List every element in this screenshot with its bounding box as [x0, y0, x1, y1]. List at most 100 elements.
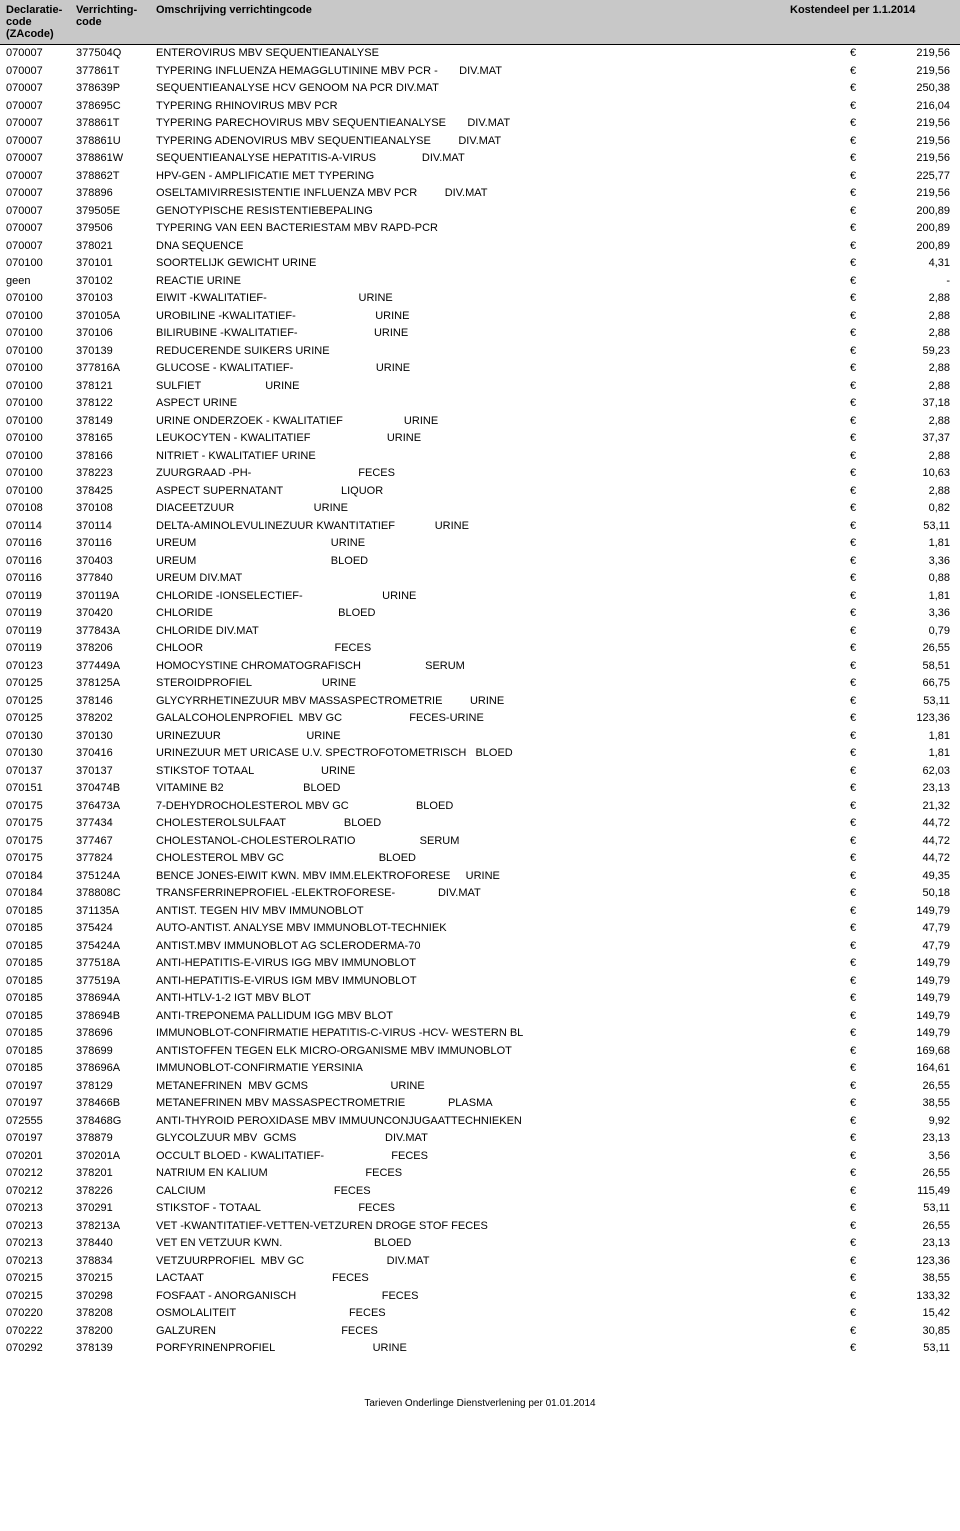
- cell-verrichting: 378021: [76, 238, 156, 256]
- cell-kosten: 219,56: [870, 133, 960, 151]
- cell-omschrijving: URINEZUUR URINE: [156, 728, 850, 746]
- table-row: 070137370137STIKSTOF TOTAAL URINE€62,03: [0, 763, 960, 781]
- cell-verrichting: 379505E: [76, 203, 156, 221]
- table-row: 070007379506TYPERING VAN EEN BACTERIESTA…: [0, 220, 960, 238]
- cell-omschrijving: CALCIUM FECES: [156, 1183, 850, 1201]
- cell-declaratie: 070100: [0, 395, 76, 413]
- cell-currency: €: [850, 1130, 870, 1148]
- cell-omschrijving: CHLOOR FECES: [156, 640, 850, 658]
- cell-kosten: 37,18: [870, 395, 960, 413]
- cell-declaratie: 070185: [0, 1008, 76, 1026]
- cell-declaratie: 070215: [0, 1288, 76, 1306]
- cell-currency: €: [850, 798, 870, 816]
- cell-currency: €: [850, 115, 870, 133]
- cell-currency: €: [850, 763, 870, 781]
- cell-omschrijving: GLUCOSE - KWALITATIEF- URINE: [156, 360, 850, 378]
- cell-kosten: 1,81: [870, 588, 960, 606]
- cell-verrichting: 370108: [76, 500, 156, 518]
- cell-omschrijving: TYPERING PARECHOVIRUS MBV SEQUENTIEANALY…: [156, 115, 850, 133]
- cell-verrichting: 377843A: [76, 623, 156, 641]
- table-row: 072555378468GANTI-THYROID PEROXIDASE MBV…: [0, 1113, 960, 1131]
- cell-declaratie: 070222: [0, 1323, 76, 1341]
- cell-omschrijving: TYPERING ADENOVIRUS MBV SEQUENTIEANALYSE…: [156, 133, 850, 151]
- cell-omschrijving: IMMUNOBLOT-CONFIRMATIE YERSINIA: [156, 1060, 850, 1078]
- cell-verrichting: 378121: [76, 378, 156, 396]
- cell-verrichting: 378165: [76, 430, 156, 448]
- cell-omschrijving: PORFYRINENPROFIEL URINE: [156, 1340, 850, 1358]
- cell-verrichting: 376473A: [76, 798, 156, 816]
- cell-omschrijving: OCCULT BLOED - KWALITATIEF- FECES: [156, 1148, 850, 1166]
- cell-verrichting: 378696A: [76, 1060, 156, 1078]
- cell-kosten: 149,79: [870, 973, 960, 991]
- cell-verrichting: 378206: [76, 640, 156, 658]
- cell-declaratie: 070220: [0, 1305, 76, 1323]
- table-row: 070114370114DELTA-AMINOLEVULINEZUUR KWAN…: [0, 518, 960, 536]
- cell-currency: €: [850, 360, 870, 378]
- cell-kosten: 200,89: [870, 220, 960, 238]
- cell-verrichting: 378879: [76, 1130, 156, 1148]
- cell-verrichting: 378122: [76, 395, 156, 413]
- cell-declaratie: 070175: [0, 833, 76, 851]
- cell-currency: €: [850, 815, 870, 833]
- table-row: 070185378696IMMUNOBLOT-CONFIRMATIE HEPAT…: [0, 1025, 960, 1043]
- cell-verrichting: 378834: [76, 1253, 156, 1271]
- cell-currency: €: [850, 1008, 870, 1026]
- cell-currency: €: [850, 290, 870, 308]
- cell-currency: €: [850, 395, 870, 413]
- cell-verrichting: 378202: [76, 710, 156, 728]
- cell-currency: €: [850, 868, 870, 886]
- cell-currency: €: [850, 535, 870, 553]
- cell-declaratie: 070007: [0, 115, 76, 133]
- cell-currency: €: [850, 675, 870, 693]
- cell-kosten: 219,56: [870, 45, 960, 63]
- cell-omschrijving: TRANSFERRINEPROFIEL -ELEKTROFORESE- DIV.…: [156, 885, 850, 903]
- cell-verrichting: 378694A: [76, 990, 156, 1008]
- cell-declaratie: 070125: [0, 675, 76, 693]
- cell-currency: €: [850, 203, 870, 221]
- cell-verrichting: 378695C: [76, 98, 156, 116]
- header-declaratie: Declaratie-code (ZAcode): [0, 4, 76, 40]
- cell-currency: €: [850, 220, 870, 238]
- cell-kosten: 2,88: [870, 483, 960, 501]
- cell-verrichting: 377519A: [76, 973, 156, 991]
- cell-verrichting: 375424A: [76, 938, 156, 956]
- cell-verrichting: 377824: [76, 850, 156, 868]
- cell-declaratie: 070100: [0, 448, 76, 466]
- cell-declaratie: 070119: [0, 623, 76, 641]
- cell-kosten: 30,85: [870, 1323, 960, 1341]
- cell-omschrijving: VITAMINE B2 BLOED: [156, 780, 850, 798]
- cell-verrichting: 370215: [76, 1270, 156, 1288]
- table-row: 070123377449AHOMOCYSTINE CHROMATOGRAFISC…: [0, 658, 960, 676]
- cell-kosten: 0,79: [870, 623, 960, 641]
- cell-verrichting: 375424: [76, 920, 156, 938]
- cell-verrichting: 370474B: [76, 780, 156, 798]
- cell-kosten: 216,04: [870, 98, 960, 116]
- cell-currency: €: [850, 605, 870, 623]
- table-row: 070175377467CHOLESTANOL-CHOLESTEROLRATIO…: [0, 833, 960, 851]
- table-row: 070213370291STIKSTOF - TOTAAL FECES€53,1…: [0, 1200, 960, 1218]
- table-row: 070213378213AVET -KWANTITATIEF-VETTEN-VE…: [0, 1218, 960, 1236]
- cell-verrichting: 378440: [76, 1235, 156, 1253]
- cell-verrichting: 378166: [76, 448, 156, 466]
- table-row: geen370102REACTIE URINE€-: [0, 273, 960, 291]
- cell-kosten: 53,11: [870, 693, 960, 711]
- cell-verrichting: 370201A: [76, 1148, 156, 1166]
- cell-currency: €: [850, 973, 870, 991]
- cell-verrichting: 370137: [76, 763, 156, 781]
- cell-omschrijving: DNA SEQUENCE: [156, 238, 850, 256]
- cell-verrichting: 377449A: [76, 658, 156, 676]
- cell-kosten: 3,56: [870, 1148, 960, 1166]
- cell-currency: €: [850, 1060, 870, 1078]
- cell-omschrijving: REACTIE URINE: [156, 273, 850, 291]
- cell-currency: €: [850, 570, 870, 588]
- cell-currency: €: [850, 553, 870, 571]
- cell-kosten: 149,79: [870, 903, 960, 921]
- table-row: 070175377434CHOLESTEROLSULFAAT BLOED€44,…: [0, 815, 960, 833]
- cell-kosten: 53,11: [870, 518, 960, 536]
- table-row: 070007377861TTYPERING INFLUENZA HEMAGGLU…: [0, 63, 960, 81]
- table-row: 070100370101SOORTELIJK GEWICHT URINE€4,3…: [0, 255, 960, 273]
- cell-declaratie: 070116: [0, 570, 76, 588]
- cell-kosten: 15,42: [870, 1305, 960, 1323]
- cell-currency: €: [850, 378, 870, 396]
- cell-kosten: 21,32: [870, 798, 960, 816]
